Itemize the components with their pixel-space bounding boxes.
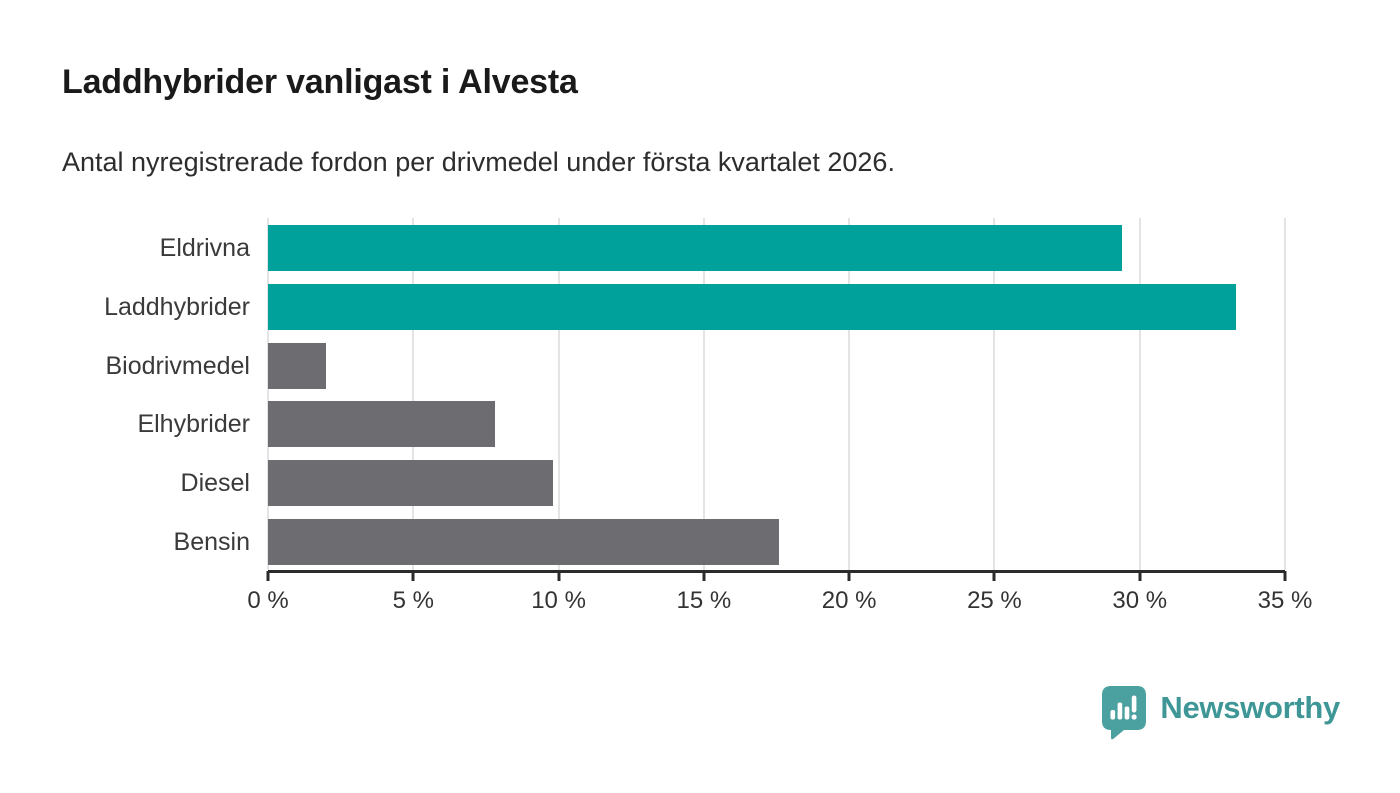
newsworthy-logo: Newsworthy (1102, 686, 1340, 740)
logo-bar-medium (1125, 706, 1130, 720)
logo-exclamation-line (1132, 695, 1137, 713)
axis-tick-label: 25 % (967, 587, 1022, 614)
grid-line (993, 218, 996, 570)
logo-exclamation-dot (1131, 714, 1138, 720)
logo-speech-bubble (1102, 686, 1147, 740)
axis-tick (411, 571, 415, 581)
axis-tick-label: 10 % (531, 587, 586, 614)
category-label: Diesel (180, 469, 250, 497)
grid-line (557, 218, 560, 570)
grid-line (1284, 218, 1286, 570)
newsworthy-logo-icon (1102, 686, 1147, 740)
bar (268, 518, 780, 565)
y-axis-labels: Eldrivna Laddhybrider Biodrivmedel Elhybrid… (0, 218, 250, 570)
axis-tick (557, 571, 561, 581)
logo-bar-small (1110, 710, 1116, 720)
axis-tick-label: 15 % (676, 587, 732, 614)
grid-line (848, 218, 851, 570)
grid-line (702, 218, 705, 570)
category-label: Laddhybrider (104, 293, 250, 321)
axis-tick-label: 30 % (1112, 587, 1168, 614)
newsworthy-logo-text: Newsworthy (1160, 690, 1340, 725)
grid-line (412, 218, 415, 570)
plot-area (267, 218, 1286, 573)
logo-bar-tall (1117, 702, 1123, 720)
axis-tick-label: 0 % (247, 587, 289, 614)
axis-tick-label: 20 % (821, 587, 877, 614)
axis-tick (1138, 571, 1142, 581)
category-label: Bensin (173, 527, 250, 556)
x-axis: 0 % 5 % 10 % 15 % 20 % 25 % 30 % 35 % (247, 571, 1312, 631)
category-label: Biodrivmedel (105, 351, 250, 380)
bar (268, 401, 495, 448)
category-label: Eldrivna (159, 234, 250, 263)
bar (268, 342, 327, 389)
bar (268, 284, 1236, 330)
grid-line (267, 218, 269, 570)
axis-tick (992, 571, 996, 581)
chart-subtitle: Antal nyregistrerade fordon per drivmede… (62, 147, 895, 177)
axis-tick (847, 571, 851, 581)
axis-tick (266, 571, 270, 581)
category-label: Elhybrider (137, 410, 250, 439)
chart-title: Laddhybrider vanligast i Alvesta (62, 63, 578, 101)
bar (268, 460, 553, 506)
grid-line (1138, 218, 1141, 570)
axis-tick-label: 5 % (392, 587, 434, 614)
axis-tick-label: 35 % (1257, 587, 1313, 614)
axis-tick (1283, 571, 1287, 581)
axis-tick (702, 571, 706, 581)
bar (268, 225, 1123, 272)
